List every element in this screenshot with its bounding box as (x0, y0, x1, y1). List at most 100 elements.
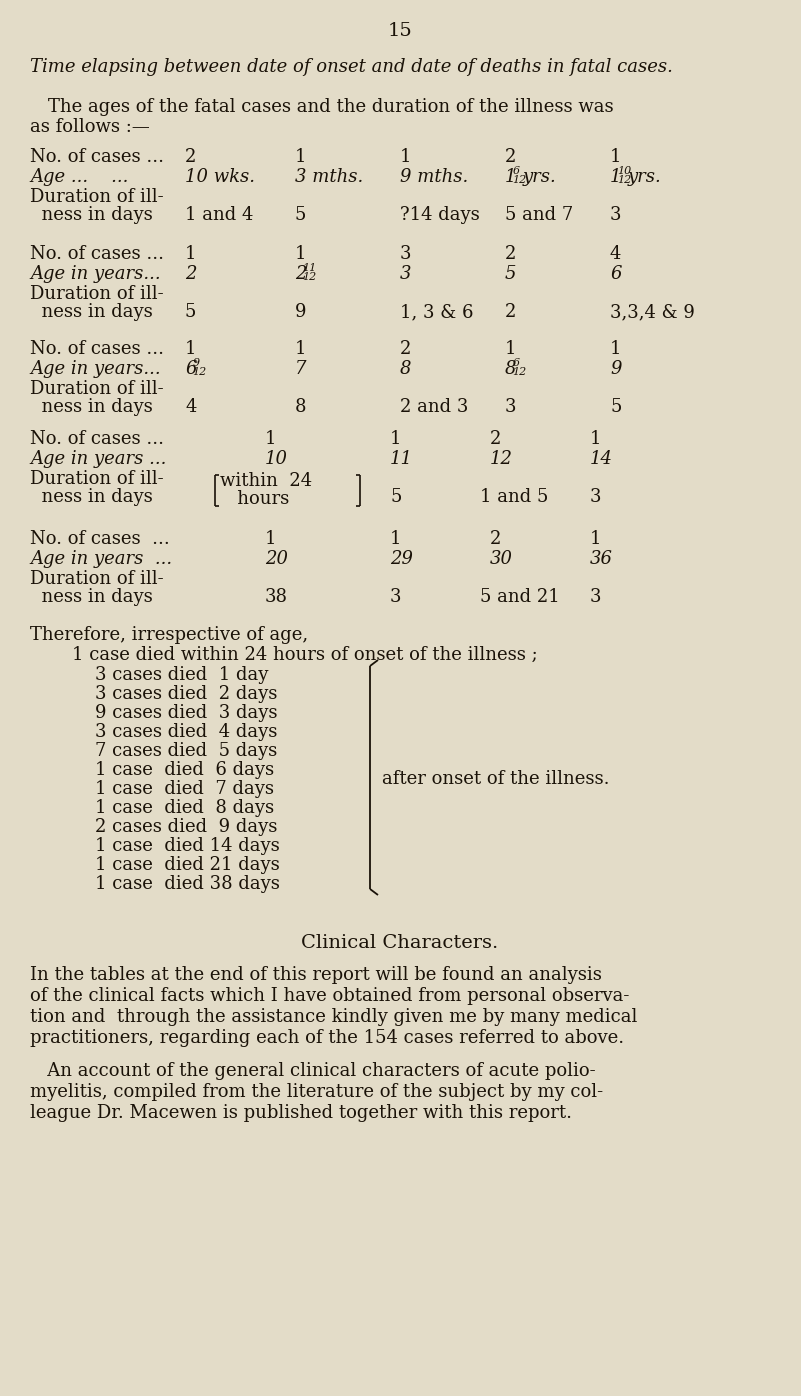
Text: 2: 2 (505, 148, 517, 166)
Text: 1: 1 (590, 430, 602, 448)
Text: 30: 30 (490, 550, 513, 568)
Text: 2: 2 (490, 430, 501, 448)
Text: 6: 6 (185, 360, 196, 378)
Text: 7: 7 (295, 360, 307, 378)
Text: 3 cases died  1 day: 3 cases died 1 day (95, 666, 268, 684)
Text: 1: 1 (390, 530, 401, 549)
Text: Age in years...: Age in years... (30, 265, 161, 283)
Text: 7 cases died  5 days: 7 cases died 5 days (95, 743, 277, 759)
Text: 4: 4 (185, 398, 196, 416)
Text: Duration of ill-: Duration of ill- (30, 188, 163, 207)
Text: ness in days: ness in days (30, 303, 153, 321)
Text: 3: 3 (400, 265, 412, 283)
Text: 1 and 5: 1 and 5 (480, 489, 549, 505)
Text: yrs.: yrs. (627, 168, 662, 186)
Text: 9 cases died  3 days: 9 cases died 3 days (95, 704, 277, 722)
Text: 1: 1 (295, 341, 307, 357)
Text: ness in days: ness in days (30, 207, 153, 223)
Text: of the clinical facts which I have obtained from personal observa-: of the clinical facts which I have obtai… (30, 987, 630, 1005)
Text: 3: 3 (590, 489, 602, 505)
Text: Age in years...: Age in years... (30, 360, 161, 378)
Text: 12: 12 (513, 174, 527, 186)
Text: 3 cases died  2 days: 3 cases died 2 days (95, 685, 277, 704)
Text: The ages of the fatal cases and the duration of the illness was: The ages of the fatal cases and the dura… (48, 98, 614, 116)
Text: 14: 14 (590, 450, 613, 468)
Text: 4: 4 (610, 246, 622, 262)
Text: 38: 38 (265, 588, 288, 606)
Text: 2: 2 (185, 265, 196, 283)
Text: 1: 1 (295, 148, 307, 166)
Text: 15: 15 (388, 22, 413, 40)
Text: No. of cases ...: No. of cases ... (30, 148, 164, 166)
Text: 3: 3 (590, 588, 602, 606)
Text: 10 wks.: 10 wks. (185, 168, 255, 186)
Text: 1 case  died  6 days: 1 case died 6 days (95, 761, 274, 779)
Text: 8: 8 (295, 398, 307, 416)
Text: Age in years ...: Age in years ... (30, 450, 167, 468)
Text: hours: hours (220, 490, 289, 508)
Text: 8: 8 (400, 360, 412, 378)
Text: 5 and 21: 5 and 21 (480, 588, 560, 606)
Text: 11: 11 (303, 262, 316, 274)
Text: 1: 1 (505, 168, 517, 186)
Text: ness in days: ness in days (30, 489, 153, 505)
Text: 6: 6 (610, 265, 622, 283)
Text: Age in years  ...: Age in years ... (30, 550, 172, 568)
Text: 3: 3 (390, 588, 401, 606)
Text: 3: 3 (505, 398, 517, 416)
Text: 1 case  died 21 days: 1 case died 21 days (95, 856, 280, 874)
Text: 5: 5 (185, 303, 196, 321)
Text: No. of cases ...: No. of cases ... (30, 246, 164, 262)
Text: 6: 6 (513, 166, 520, 176)
Text: 29: 29 (390, 550, 413, 568)
Text: 2 and 3: 2 and 3 (400, 398, 469, 416)
Text: Duration of ill-: Duration of ill- (30, 470, 163, 489)
Text: 9 mths.: 9 mths. (400, 168, 469, 186)
Text: within  24: within 24 (220, 472, 312, 490)
Text: 1: 1 (505, 341, 517, 357)
Text: 1 case  died 38 days: 1 case died 38 days (95, 875, 280, 893)
Text: 3,3,4 & 9: 3,3,4 & 9 (610, 303, 695, 321)
Text: 1: 1 (610, 168, 622, 186)
Text: 12: 12 (618, 174, 632, 186)
Text: 1: 1 (265, 530, 276, 549)
Text: 1 case  died  7 days: 1 case died 7 days (95, 780, 274, 799)
Text: 5: 5 (390, 489, 401, 505)
Text: yrs.: yrs. (522, 168, 556, 186)
Text: 2 cases died  9 days: 2 cases died 9 days (95, 818, 277, 836)
Text: 9: 9 (192, 357, 199, 369)
Text: No. of cases ...: No. of cases ... (30, 430, 164, 448)
Text: 2: 2 (295, 265, 307, 283)
Text: 2: 2 (400, 341, 412, 357)
Text: 1 case  died  8 days: 1 case died 8 days (95, 799, 274, 817)
Text: 12: 12 (513, 367, 527, 377)
Text: 1: 1 (265, 430, 276, 448)
Text: 2: 2 (185, 148, 196, 166)
Text: 10: 10 (265, 450, 288, 468)
Text: ness in days: ness in days (30, 588, 153, 606)
Text: 1 and 4: 1 and 4 (185, 207, 253, 223)
Text: league Dr. Macewen is published together with this report.: league Dr. Macewen is published together… (30, 1104, 572, 1122)
Text: Age ...    ...: Age ... ... (30, 168, 128, 186)
Text: 1: 1 (185, 341, 196, 357)
Text: No. of cases ...: No. of cases ... (30, 341, 164, 357)
Text: 5: 5 (505, 265, 517, 283)
Text: 1: 1 (610, 341, 622, 357)
Text: after onset of the illness.: after onset of the illness. (382, 771, 610, 787)
Text: ?14 days: ?14 days (400, 207, 480, 223)
Text: 20: 20 (265, 550, 288, 568)
Text: myelitis, compiled from the literature of the subject by my col-: myelitis, compiled from the literature o… (30, 1083, 603, 1101)
Text: 1: 1 (295, 246, 307, 262)
Text: practitioners, regarding each of the 154 cases referred to above.: practitioners, regarding each of the 154… (30, 1029, 624, 1047)
Text: 1: 1 (590, 530, 602, 549)
Text: An account of the general clinical characters of acute polio-: An account of the general clinical chara… (30, 1062, 596, 1081)
Text: Time elapsing between date of onset and date of deaths in fatal cases.: Time elapsing between date of onset and … (30, 59, 673, 75)
Text: 3 mths.: 3 mths. (295, 168, 363, 186)
Text: 5: 5 (295, 207, 306, 223)
Text: 2: 2 (490, 530, 501, 549)
Text: In the tables at the end of this report will be found an analysis: In the tables at the end of this report … (30, 966, 602, 984)
Text: 1, 3 & 6: 1, 3 & 6 (400, 303, 473, 321)
Text: Clinical Characters.: Clinical Characters. (301, 934, 499, 952)
Text: 1: 1 (185, 246, 196, 262)
Text: 2: 2 (505, 303, 517, 321)
